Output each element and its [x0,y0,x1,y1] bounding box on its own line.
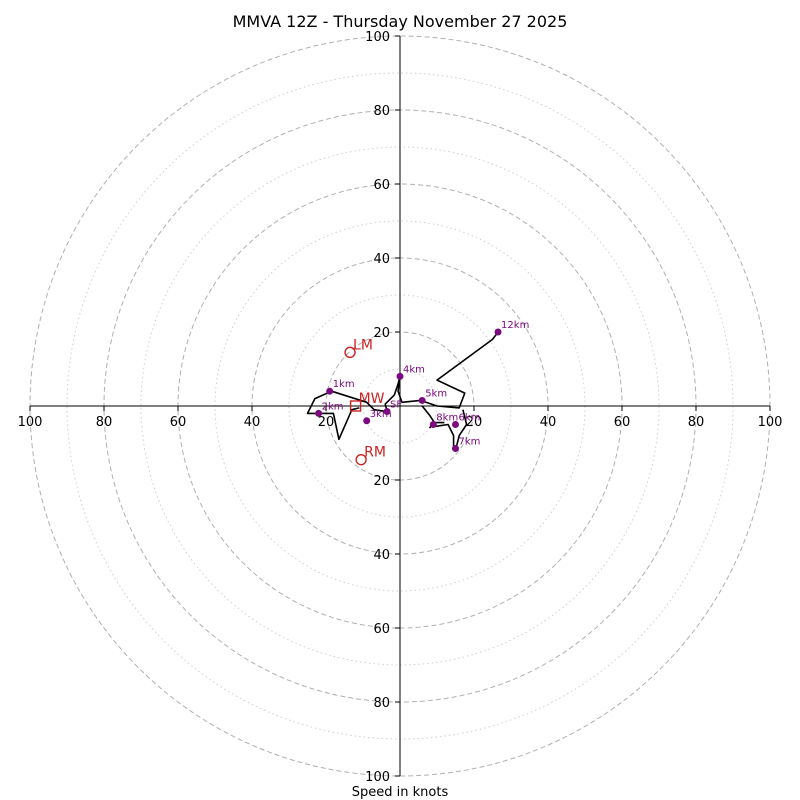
height-label-4km: 4km [403,364,425,375]
x-tick-right-60: 60 [614,415,631,430]
height-point-5km [418,396,426,404]
y-tick-up-40: 40 [373,252,390,267]
height-points: 1km 2km 3km 4km 5km 6km 7km 8km 12km SF [315,320,529,453]
x-axis-label: Speed in knots [352,785,449,800]
height-label-3km: 3km [370,409,392,420]
y-tick-up-80: 80 [373,104,390,119]
height-point-7km [452,445,459,453]
y-tick-up-60: 60 [373,178,390,193]
chart-title: MMVA 12Z - Thursday November 27 2025 [233,12,568,31]
height-label-8km: 8km [436,413,458,424]
height-label-5km: 5km [425,388,447,399]
y-tick-down-20: 20 [373,474,390,489]
tick-labels: 20 40 60 80 100 100 80 60 40 20 20 40 60 80 100 20 40 60 8… [18,30,783,785]
height-point-sf [383,408,391,416]
height-point-8km [429,421,437,428]
x-tick-left-20: 20 [318,415,335,430]
x-tick-right-20: 20 [466,415,483,430]
motion-label-rm: RM [364,445,386,461]
x-tick-left-40: 40 [244,415,261,430]
y-tick-down-40: 40 [373,548,390,563]
motion-marker-mw [349,400,362,412]
wind-trace-upper [421,405,468,452]
storm-motions: LM MW RM [344,337,386,466]
height-point-1km [326,387,334,395]
x-tick-left-80: 80 [96,415,113,430]
x-tick-right-80: 80 [688,415,705,430]
height-point-6km [452,421,459,428]
height-point-12km [494,328,502,336]
height-label-2km: 2km [322,401,344,412]
motion-marker-rm [355,453,367,466]
y-tick-down-80: 80 [373,696,390,711]
height-label-sf: SF [390,400,402,411]
height-point-4km [396,372,404,380]
axes [30,36,770,776]
height-label-1km: 1km [333,379,355,390]
x-tick-left-100: 100 [18,415,43,430]
x-tick-left-60: 60 [170,415,187,430]
motion-label-lm: LM [353,337,373,353]
x-tick-right-100: 100 [758,415,783,430]
y-tick-up-100: 100 [365,30,390,45]
height-point-2km [315,409,323,417]
y-tick-down-100: 100 [365,770,390,785]
motion-marker-lm [344,346,356,359]
y-tick-up-20: 20 [373,326,390,341]
height-point-3km [363,417,371,425]
x-tick-right-40: 40 [540,415,557,430]
motion-label-mw: MW [359,391,385,407]
height-label-6km: 6km [459,413,481,424]
y-tick-down-60: 60 [373,622,390,637]
height-label-7km: 7km [459,437,481,448]
height-label-12km: 12km [501,320,529,331]
